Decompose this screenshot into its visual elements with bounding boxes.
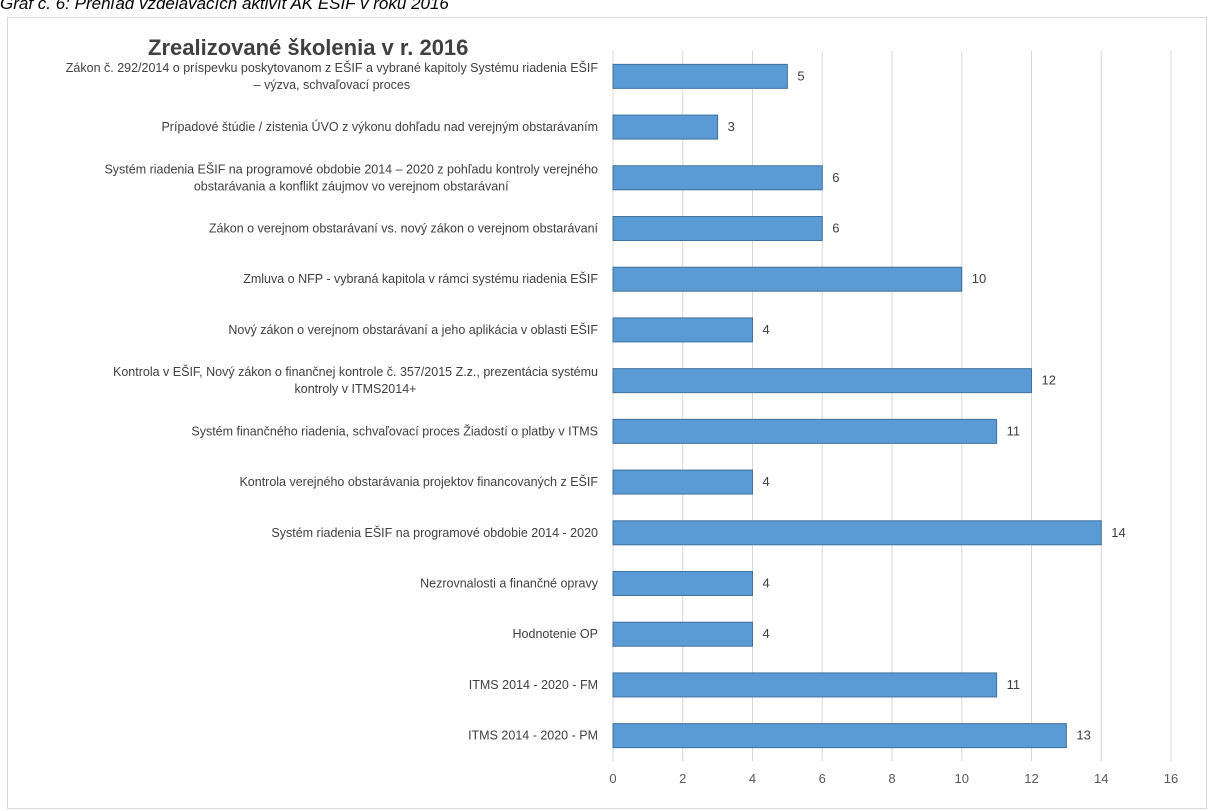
x-tick-label: 14	[1094, 771, 1108, 786]
data-label: 4	[763, 322, 770, 337]
x-tick-label: 2	[679, 771, 686, 786]
chart-title: Zrealizované školenia v r. 2016	[148, 35, 468, 60]
category-label: Systém finančného riadenia, schvaľovací …	[191, 423, 598, 438]
category-label: Zmluva o NFP - vybraná kapitola v rámci …	[243, 271, 598, 286]
bar-chart: Zrealizované školenia v r. 2016 0 2 4 6 8 10 12…	[66, 35, 1178, 786]
chart-frame: Zrealizované školenia v r. 2016 0 2 4 6 8 10 12…	[7, 17, 1207, 809]
category-label: Systém riadenia EŠIF na programové obdob…	[271, 525, 598, 540]
data-label: 4	[763, 576, 770, 591]
bar	[612, 266, 963, 292]
category-label: Zákon č. 292/2014 o príspevku poskytovan…	[66, 60, 599, 92]
x-tick-label: 10	[955, 771, 969, 786]
data-label: 13	[1076, 728, 1090, 743]
category-label: Systém riadenia EŠIF na programové obdob…	[104, 161, 598, 193]
data-label: 5	[797, 68, 804, 83]
x-tick-label: 8	[888, 771, 895, 786]
category-label: Nový zákon o verejnom obstarávaní a jeho…	[228, 322, 598, 337]
category-label: Prípadové štúdie / zistenia ÚVO z výkonu…	[161, 119, 598, 134]
category-label: Kontrola v EŠIF, Nový zákon o finančnej …	[113, 364, 598, 396]
category-label: Kontrola verejného obstarávania projekto…	[239, 474, 598, 489]
bar	[612, 114, 719, 140]
data-label: 10	[972, 271, 986, 286]
category-label: Nezrovnalosti a finančné opravy	[420, 577, 599, 591]
bar	[612, 165, 823, 191]
bar	[612, 469, 753, 495]
data-label: 6	[832, 221, 839, 236]
figure-caption: Graf č. 6: Prehľad vzdelávacích aktivít …	[0, 0, 449, 13]
bar	[612, 317, 753, 343]
data-label: 6	[832, 170, 839, 185]
data-label: 4	[763, 626, 770, 641]
x-tick-label: 0	[609, 771, 616, 786]
bar	[612, 418, 998, 444]
data-label: 3	[728, 119, 735, 134]
x-tick-label: 6	[819, 771, 826, 786]
category-label: Zákon o verejnom obstarávaní vs. nový zá…	[209, 222, 599, 236]
bar	[612, 520, 1102, 546]
category-label: ITMS 2014 - 2020 - FM	[469, 678, 598, 692]
x-tick-label: 16	[1164, 771, 1178, 786]
data-label: 4	[763, 474, 770, 489]
bar	[612, 63, 788, 89]
data-label: 11	[1007, 423, 1021, 438]
bar	[612, 621, 753, 647]
data-label: 12	[1042, 373, 1056, 388]
data-label: 14	[1111, 525, 1125, 540]
bar	[612, 216, 823, 241]
bar	[612, 368, 1032, 394]
category-label: Hodnotenie OP	[513, 627, 598, 641]
bar	[612, 672, 998, 698]
bar	[612, 723, 1067, 749]
data-label: 11	[1007, 677, 1021, 692]
x-tick-label: 4	[749, 771, 756, 786]
x-tick-label: 12	[1024, 771, 1038, 786]
category-label: ITMS 2014 - 2020 - PM	[468, 729, 598, 743]
bar	[612, 571, 753, 596]
